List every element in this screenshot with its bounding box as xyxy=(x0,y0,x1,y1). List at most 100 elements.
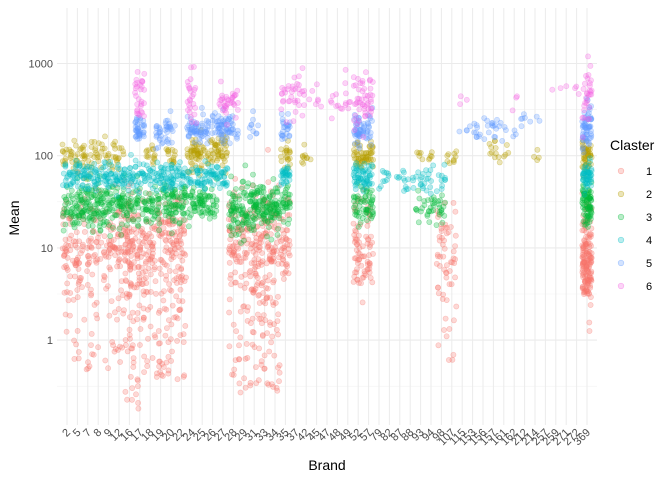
data-point-cluster-1 xyxy=(81,195,88,202)
data-point-cluster-1 xyxy=(173,279,180,286)
data-point-cluster-1 xyxy=(450,351,457,358)
data-point-cluster-4 xyxy=(415,169,422,176)
data-point-cluster-1 xyxy=(133,230,140,236)
data-point-cluster-1 xyxy=(108,237,115,244)
data-point-cluster-6 xyxy=(299,65,306,71)
legend-label-4: 4 xyxy=(646,235,652,247)
data-point-cluster-1 xyxy=(235,226,242,233)
data-point-cluster-1 xyxy=(142,274,149,281)
data-point-cluster-1 xyxy=(114,316,120,323)
data-point-cluster-1 xyxy=(268,258,275,265)
data-point-cluster-1 xyxy=(69,257,76,264)
data-point-cluster-1 xyxy=(106,222,113,229)
data-point-cluster-1 xyxy=(171,219,178,226)
data-point-cluster-1 xyxy=(85,237,92,244)
data-point-cluster-4 xyxy=(205,161,212,168)
data-point-cluster-3 xyxy=(369,196,376,203)
data-point-cluster-1 xyxy=(145,265,152,272)
data-point-cluster-1 xyxy=(441,237,447,244)
data-point-cluster-1 xyxy=(270,279,277,286)
data-point-cluster-1 xyxy=(67,220,74,227)
data-point-cluster-1 xyxy=(75,349,82,355)
data-point-cluster-1 xyxy=(153,370,160,377)
data-point-cluster-1 xyxy=(122,256,128,263)
data-point-cluster-1 xyxy=(280,276,287,282)
data-point-cluster-5 xyxy=(158,140,165,147)
data-point-cluster-3 xyxy=(206,215,213,222)
data-point-cluster-1 xyxy=(72,242,79,249)
data-point-cluster-1 xyxy=(106,264,113,271)
data-point-cluster-1 xyxy=(124,228,131,234)
data-point-cluster-1 xyxy=(359,274,366,281)
data-point-cluster-6 xyxy=(290,118,297,125)
data-point-cluster-3 xyxy=(198,209,205,216)
data-point-cluster-1 xyxy=(122,241,129,248)
data-point-cluster-5 xyxy=(155,144,161,151)
data-point-cluster-2 xyxy=(188,148,195,155)
data-point-cluster-1 xyxy=(115,295,122,302)
data-point-cluster-1 xyxy=(118,287,124,294)
data-point-cluster-3 xyxy=(355,213,362,220)
data-point-cluster-1 xyxy=(135,213,142,219)
data-point-cluster-3 xyxy=(433,222,440,228)
data-point-cluster-1 xyxy=(155,200,162,207)
data-point-cluster-3 xyxy=(587,204,594,211)
data-point-cluster-3 xyxy=(580,201,586,207)
data-point-cluster-1 xyxy=(450,199,457,206)
data-point-cluster-1 xyxy=(165,213,172,220)
data-point-cluster-5 xyxy=(579,124,586,130)
data-point-cluster-1 xyxy=(144,289,151,295)
data-point-cluster-1 xyxy=(124,396,130,403)
data-point-cluster-1 xyxy=(76,278,82,285)
data-point-cluster-1 xyxy=(230,242,237,249)
data-point-cluster-1 xyxy=(88,292,94,299)
data-point-cluster-1 xyxy=(123,202,129,208)
data-point-cluster-1 xyxy=(143,258,149,265)
data-point-cluster-1 xyxy=(125,216,132,223)
data-point-cluster-1 xyxy=(250,248,257,255)
data-point-cluster-1 xyxy=(127,263,134,270)
data-point-cluster-6 xyxy=(133,93,139,99)
data-point-cluster-1 xyxy=(126,291,133,298)
data-point-cluster-4 xyxy=(147,177,154,184)
data-point-cluster-1 xyxy=(114,209,121,216)
data-point-cluster-1 xyxy=(127,238,134,245)
data-point-cluster-1 xyxy=(232,212,239,219)
data-point-cluster-1 xyxy=(123,342,129,348)
data-point-cluster-5 xyxy=(221,131,228,138)
data-point-cluster-1 xyxy=(179,257,186,264)
data-point-cluster-1 xyxy=(161,288,167,294)
data-point-cluster-3 xyxy=(584,220,591,226)
data-point-cluster-1 xyxy=(86,255,92,262)
data-point-cluster-1 xyxy=(149,250,156,257)
data-point-cluster-1 xyxy=(177,306,184,313)
data-point-cluster-4 xyxy=(430,162,437,169)
data-point-cluster-1 xyxy=(369,239,375,246)
data-point-cluster-1 xyxy=(74,327,81,334)
data-point-cluster-4 xyxy=(583,172,589,179)
data-point-cluster-2 xyxy=(87,152,94,158)
data-point-cluster-1 xyxy=(116,208,122,215)
data-point-cluster-5 xyxy=(167,108,174,114)
data-point-cluster-1 xyxy=(171,314,178,321)
data-point-cluster-1 xyxy=(86,363,93,370)
data-point-cluster-1 xyxy=(166,281,172,287)
data-point-cluster-1 xyxy=(149,355,156,361)
data-point-cluster-1 xyxy=(247,382,254,389)
data-point-cluster-1 xyxy=(96,230,102,237)
data-point-cluster-1 xyxy=(168,357,174,364)
data-point-cluster-3 xyxy=(125,197,132,204)
data-point-cluster-1 xyxy=(446,281,453,288)
data-point-cluster-1 xyxy=(149,243,156,250)
data-point-cluster-1 xyxy=(147,303,154,310)
data-point-cluster-1 xyxy=(158,257,165,264)
data-point-cluster-4 xyxy=(132,157,139,164)
data-point-cluster-1 xyxy=(284,227,291,234)
data-point-cluster-1 xyxy=(61,208,67,215)
data-point-cluster-1 xyxy=(269,333,276,340)
data-point-cluster-1 xyxy=(124,348,131,355)
data-point-cluster-1 xyxy=(107,219,113,226)
data-point-cluster-2 xyxy=(120,148,126,155)
data-point-cluster-1 xyxy=(242,254,249,261)
data-point-cluster-2 xyxy=(221,158,228,164)
